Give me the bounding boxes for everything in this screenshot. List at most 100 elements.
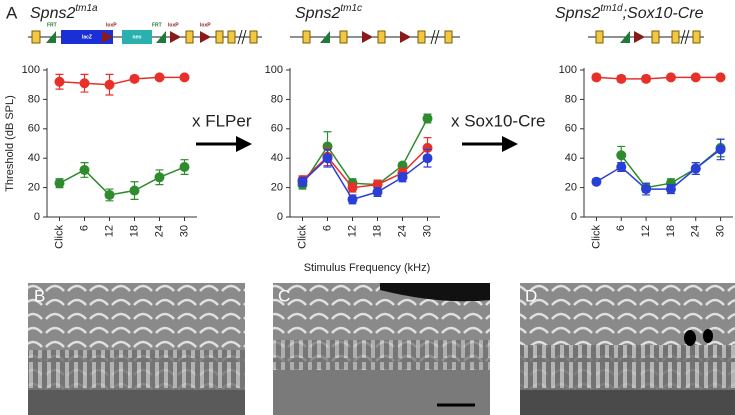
y-tick-label: 20 <box>565 182 577 194</box>
series-line <box>59 76 185 86</box>
y-tick-label: 60 <box>28 123 40 135</box>
data-point <box>422 142 433 153</box>
x-tick-label: 6 <box>321 225 333 231</box>
x-tick-label: 12 <box>346 225 358 237</box>
data-point <box>641 184 652 195</box>
y-tick-label: 0 <box>571 211 577 223</box>
data-point <box>129 185 140 196</box>
y-tick-label: 80 <box>565 93 577 105</box>
y-tick-label: 60 <box>565 123 577 135</box>
title-sup: tm1a <box>75 3 98 14</box>
chart-title: Spns2tm1a <box>30 3 98 23</box>
y-tick-label: 100 <box>265 64 283 76</box>
title-sup: tm1c <box>340 3 362 14</box>
construct-label: FRT <box>152 22 162 28</box>
title-base: Spns2 <box>295 5 340 22</box>
x-tick-label: Click <box>296 225 308 249</box>
data-point <box>54 178 65 189</box>
micrograph <box>28 283 245 415</box>
data-point <box>591 72 602 83</box>
title-rest: ;Sox10-Cre <box>623 5 704 22</box>
arrow <box>196 136 252 152</box>
data-point <box>54 76 65 87</box>
data-point <box>591 176 602 187</box>
y-tick-label: 0 <box>277 211 283 223</box>
series-line <box>59 166 185 196</box>
data-point <box>154 172 165 183</box>
x-tick-label: 6 <box>615 225 627 231</box>
y-tick-label: 40 <box>565 152 577 164</box>
arrow-label: x Sox10-Cre <box>451 111 545 130</box>
construct-label: loxP <box>106 22 117 28</box>
x-tick-label: 18 <box>665 225 677 237</box>
micrograph <box>273 283 490 415</box>
y-tick-label: 20 <box>28 182 40 194</box>
data-point <box>347 182 358 193</box>
y-tick-label: 100 <box>22 64 40 76</box>
data-point <box>715 144 726 155</box>
y-tick-label: 40 <box>28 152 40 164</box>
x-tick-label: Click <box>590 225 602 249</box>
x-tick-label: 12 <box>103 225 115 237</box>
construct-label: loxP <box>200 22 211 28</box>
data-point <box>690 72 701 83</box>
y-axis-label: Threshold (dB SPL) <box>4 95 16 192</box>
data-point <box>372 187 383 198</box>
panel-label: B <box>34 286 45 305</box>
y-tick-label: 40 <box>271 152 283 164</box>
title-base: Spns2 <box>30 5 75 22</box>
x-tick-label: 24 <box>690 225 702 237</box>
construct-diagram <box>28 29 262 45</box>
data-point <box>665 72 676 83</box>
panel-label: A <box>6 3 18 22</box>
micrograph <box>520 283 735 415</box>
data-point <box>129 73 140 84</box>
y-tick-label: 80 <box>28 93 40 105</box>
data-point <box>79 164 90 175</box>
data-point <box>347 194 358 205</box>
x-tick-label: 30 <box>178 225 190 237</box>
construct-label: loxP <box>168 22 179 28</box>
x-axis-label: Stimulus Frequency (kHz) <box>304 262 431 274</box>
x-tick-label: Click <box>53 225 65 249</box>
series-line <box>301 118 429 186</box>
construct-diagram <box>588 29 704 45</box>
series-line <box>301 157 428 201</box>
construct-diagram <box>290 29 460 45</box>
data-point <box>397 172 408 183</box>
x-tick-label: 18 <box>128 225 140 237</box>
data-point <box>322 153 333 164</box>
y-tick-label: 80 <box>271 93 283 105</box>
series-line <box>596 76 721 80</box>
data-point <box>616 150 627 161</box>
title-base: Spns2 <box>555 5 600 22</box>
data-point <box>297 176 308 187</box>
y-tick-label: 0 <box>34 211 40 223</box>
x-tick-label: 24 <box>153 225 165 237</box>
x-tick-label: 12 <box>640 225 652 237</box>
arrow-label: x FLPer <box>192 111 252 130</box>
data-point <box>616 162 627 173</box>
arrow <box>462 136 518 152</box>
data-point <box>154 72 165 83</box>
data-point <box>715 72 726 83</box>
data-point <box>641 73 652 84</box>
x-tick-label: 30 <box>421 225 433 237</box>
data-point <box>616 73 627 84</box>
data-point <box>422 153 433 164</box>
panel-label: D <box>525 286 537 305</box>
x-tick-label: 24 <box>396 225 408 237</box>
y-tick-label: 100 <box>559 64 577 76</box>
y-tick-label: 20 <box>271 182 283 194</box>
x-tick-label: 18 <box>371 225 383 237</box>
data-point <box>104 79 115 90</box>
x-tick-label: 30 <box>714 225 726 237</box>
chart-title: Spns2tm1d;Sox10-Cre <box>555 3 704 23</box>
data-point <box>179 72 190 83</box>
x-tick-label: 6 <box>78 225 90 231</box>
y-tick-label: 60 <box>271 123 283 135</box>
construct-label: lacZ <box>82 34 92 40</box>
data-point <box>690 163 701 174</box>
data-point <box>665 184 676 195</box>
